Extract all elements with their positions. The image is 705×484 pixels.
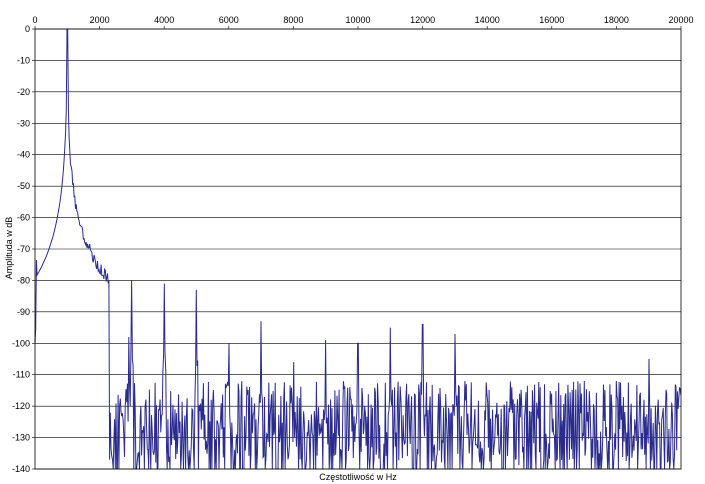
y-axis-label: Amplituda w dB xyxy=(4,217,14,280)
plot-area xyxy=(34,28,682,470)
x-tick-label: 20000 xyxy=(668,15,693,25)
y-tick-label: -90 xyxy=(17,307,30,317)
x-tick-label: 6000 xyxy=(219,15,239,25)
y-tick-label: -10 xyxy=(17,55,30,65)
y-tick-label: -50 xyxy=(17,181,30,191)
x-tick-label: 4000 xyxy=(154,15,174,25)
x-tick-label: 10000 xyxy=(345,15,370,25)
y-tick-label: -140 xyxy=(12,464,30,474)
x-tick-label: 2000 xyxy=(90,15,110,25)
y-tick-label: -20 xyxy=(17,87,30,97)
y-tick-label: -130 xyxy=(12,433,30,443)
y-tick-label: -30 xyxy=(17,118,30,128)
x-tick-label: 0 xyxy=(32,15,37,25)
x-tick-label: 16000 xyxy=(539,15,564,25)
x-axis-label: Częstotliwość w Hz xyxy=(319,472,397,482)
y-tick-label: -110 xyxy=(13,370,30,380)
y-tick-label: -80 xyxy=(17,275,30,285)
spectrum-line xyxy=(34,28,682,470)
x-tick-labels: 0 2000 4000 6000 8000 10000 12000 14000 16000 180… xyxy=(32,15,693,25)
x-tick-label: 14000 xyxy=(475,15,500,25)
x-tick-label: 12000 xyxy=(410,15,435,25)
y-tick-label: -60 xyxy=(17,213,30,223)
y-tick-label: -100 xyxy=(12,338,30,348)
x-tick-label: 8000 xyxy=(283,15,303,25)
y-tick-label: -40 xyxy=(17,150,30,160)
y-tick-label: 0 xyxy=(25,24,30,34)
y-tick-labels: 0 -10 -20 -30 -40 -50 -60 -70 -80 -90 -100 -110 -120… xyxy=(12,24,30,474)
y-tick-label: -70 xyxy=(17,244,30,254)
plot-frame xyxy=(34,28,682,470)
grid-lines xyxy=(32,26,682,470)
x-tick-label: 18000 xyxy=(604,15,629,25)
y-tick-label: -120 xyxy=(12,401,30,411)
